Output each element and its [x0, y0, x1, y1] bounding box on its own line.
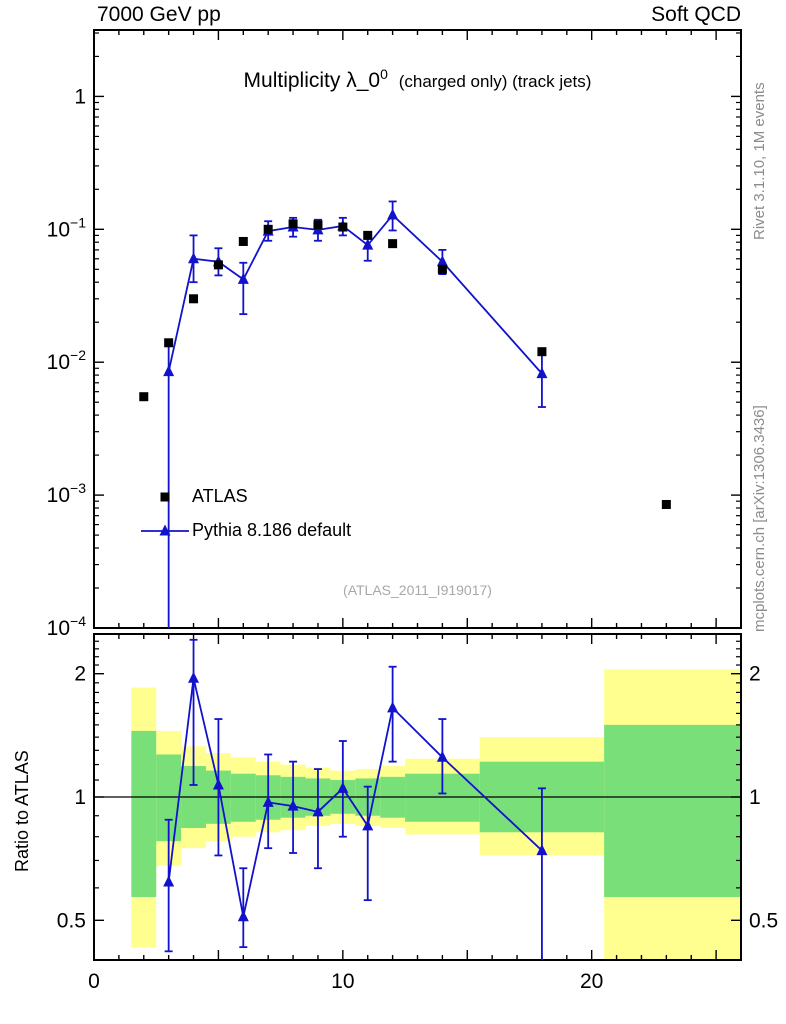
plot-title-main: Multiplicity λ_0 — [243, 69, 381, 92]
ratio-marker — [262, 795, 274, 807]
mcplots-reference-label: mcplots.cern.ch [arXiv:1306.3436] — [751, 405, 768, 632]
atlas-marker — [338, 222, 348, 232]
pythia-marker — [237, 272, 249, 284]
ratio-y-tick-label: 1 — [74, 786, 86, 809]
atlas-marker — [537, 347, 547, 357]
y-tick-label: 10−1 — [47, 214, 87, 241]
atlas-marker — [238, 236, 248, 246]
pythia-marker — [163, 365, 175, 377]
beam-energy-label: 7000 GeV pp — [97, 3, 221, 26]
ratio-marker — [387, 701, 399, 713]
legend-marker-pythia — [159, 524, 171, 536]
ratio-marker — [337, 781, 349, 793]
ratio-marker — [287, 799, 299, 811]
ratio-band-inner — [230, 773, 256, 822]
atlas-marker — [139, 392, 149, 402]
plot-title-suffix: (charged only) (track jets) — [398, 72, 592, 91]
atlas-marker — [213, 260, 223, 270]
pythia-marker — [188, 252, 200, 264]
ratio-y-tick-label: 2 — [749, 663, 761, 686]
ratio-marker — [362, 819, 374, 831]
ratio-y-tick-label: 1 — [749, 786, 761, 809]
y-tick-label: 1 — [74, 85, 86, 108]
y-tick-label: 10−2 — [47, 347, 87, 374]
atlas-marker — [164, 338, 174, 348]
x-tick-label: 20 — [580, 970, 603, 993]
ratio-line — [167, 677, 543, 917]
plot-title-superscript: 0 — [380, 66, 388, 82]
x-tick-label: 10 — [331, 970, 354, 993]
ratio-y-tick-label: 2 — [74, 663, 86, 686]
ratio-marker — [536, 844, 548, 856]
atlas-marker — [263, 224, 273, 234]
atlas-marker — [313, 220, 323, 230]
pythia-line — [167, 213, 543, 375]
ratio-band-inner — [131, 730, 157, 897]
ratio-y-tick-label: 0.5 — [749, 909, 778, 932]
x-tick-label: 0 — [88, 970, 100, 993]
legend-label-atlas: ATLAS — [192, 486, 248, 506]
y-tick-label: 10−4 — [47, 613, 87, 640]
ratio-marker — [212, 778, 224, 790]
ratio-y-tick-label: 0.5 — [57, 909, 86, 932]
legend-label-pythia: Pythia 8.186 default — [192, 520, 352, 540]
pythia-marker — [387, 208, 399, 220]
pythia-marker — [436, 255, 448, 267]
y-tick-label: 10−3 — [47, 480, 87, 507]
ratio-marker — [237, 910, 249, 922]
ratio-band-inner — [604, 724, 741, 897]
rivet-version-label: Rivet 3.1.10, 1M events — [751, 82, 768, 240]
ratio-marker — [188, 671, 200, 683]
ratio-axis-title: Ratio to ATLAS — [12, 750, 32, 872]
atlas-marker — [437, 264, 447, 274]
atlas-marker — [363, 230, 373, 240]
process-group-label: Soft QCD — [651, 3, 741, 26]
atlas-marker — [189, 294, 199, 304]
legend-marker-atlas — [160, 492, 170, 502]
ratio-marker — [163, 875, 175, 887]
ratio-marker — [436, 750, 448, 762]
pythia-marker — [362, 238, 374, 250]
atlas-marker — [661, 499, 671, 509]
analysis-watermark: (ATLAS_2011_I919017) — [343, 582, 492, 598]
atlas-marker — [388, 239, 398, 249]
ratio-marker — [312, 805, 324, 817]
pythia-marker — [536, 367, 548, 379]
plot-title: Multiplicity λ_00 (charged only) (track … — [94, 66, 741, 93]
atlas-marker — [288, 219, 298, 229]
